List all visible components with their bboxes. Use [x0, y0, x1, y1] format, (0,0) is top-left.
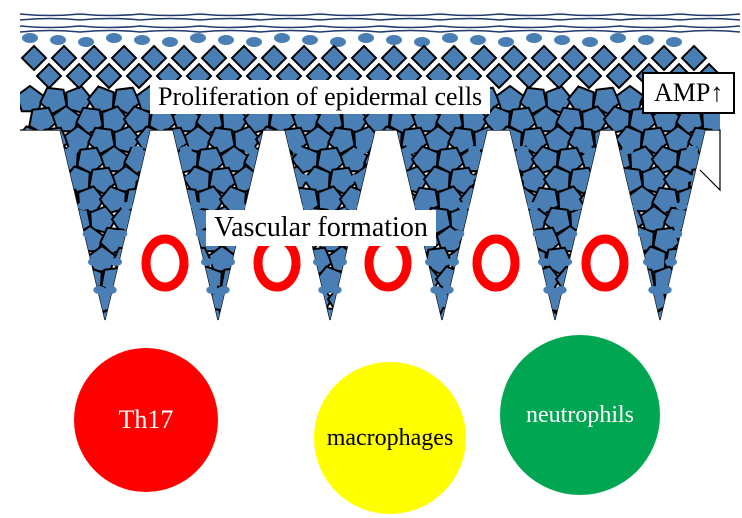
amp-label: AMP↑ — [642, 72, 735, 114]
macrophages-cell: macrophages — [314, 362, 466, 514]
th17-cell-label: Th17 — [119, 405, 174, 435]
th17-cell: Th17 — [74, 348, 218, 492]
neutrophils-cell-label: neutrophils — [526, 402, 634, 429]
proliferation-label: Proliferation of epidermal cells — [150, 80, 490, 114]
vascular-label: Vascular formation — [206, 210, 436, 246]
neutrophils-cell: neutrophils — [500, 335, 660, 495]
macrophages-cell-label: macrophages — [327, 425, 454, 452]
